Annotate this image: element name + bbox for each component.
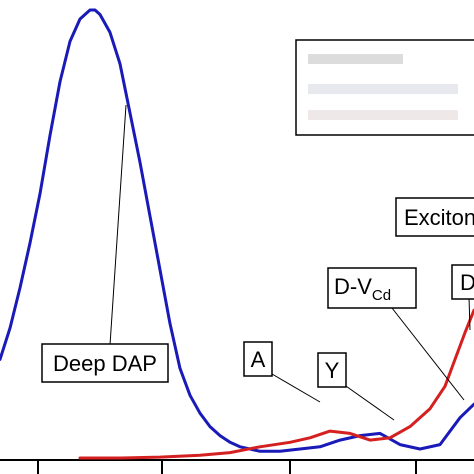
x-axis: [0, 459, 474, 474]
annotation-d: D: [451, 264, 474, 300]
leader-y: [342, 383, 395, 421]
annotation-a: A: [243, 341, 273, 377]
leader-a: [271, 373, 321, 403]
label-exciton: Exciton: [404, 205, 474, 230]
leader-d-vcd: [391, 307, 465, 401]
annotation-deep-dap: Deep DAP: [41, 343, 169, 383]
annotation-y: Y: [317, 352, 347, 388]
leader-d: [468, 296, 471, 331]
leader-deep-dap: [109, 104, 127, 346]
legend-entry-blurred: [308, 110, 458, 120]
legend-entry-blurred: [308, 54, 403, 64]
annotation-exciton: Exciton: [395, 197, 474, 237]
label-a: A: [251, 347, 266, 372]
legend-entry-blurred: [308, 84, 458, 94]
legend: [295, 39, 474, 136]
label-y: Y: [325, 358, 340, 383]
label-deep-dap: Deep DAP: [53, 351, 157, 376]
annotation-d-vcd: D-VCd: [327, 267, 417, 309]
series-red-line: [78, 308, 474, 460]
series-layer: [0, 8, 474, 460]
series-blue-line: [0, 8, 474, 453]
label-d-vcd: D-VCd: [334, 274, 391, 304]
label-d: D: [460, 270, 474, 295]
annotation-leaders: [109, 104, 471, 421]
